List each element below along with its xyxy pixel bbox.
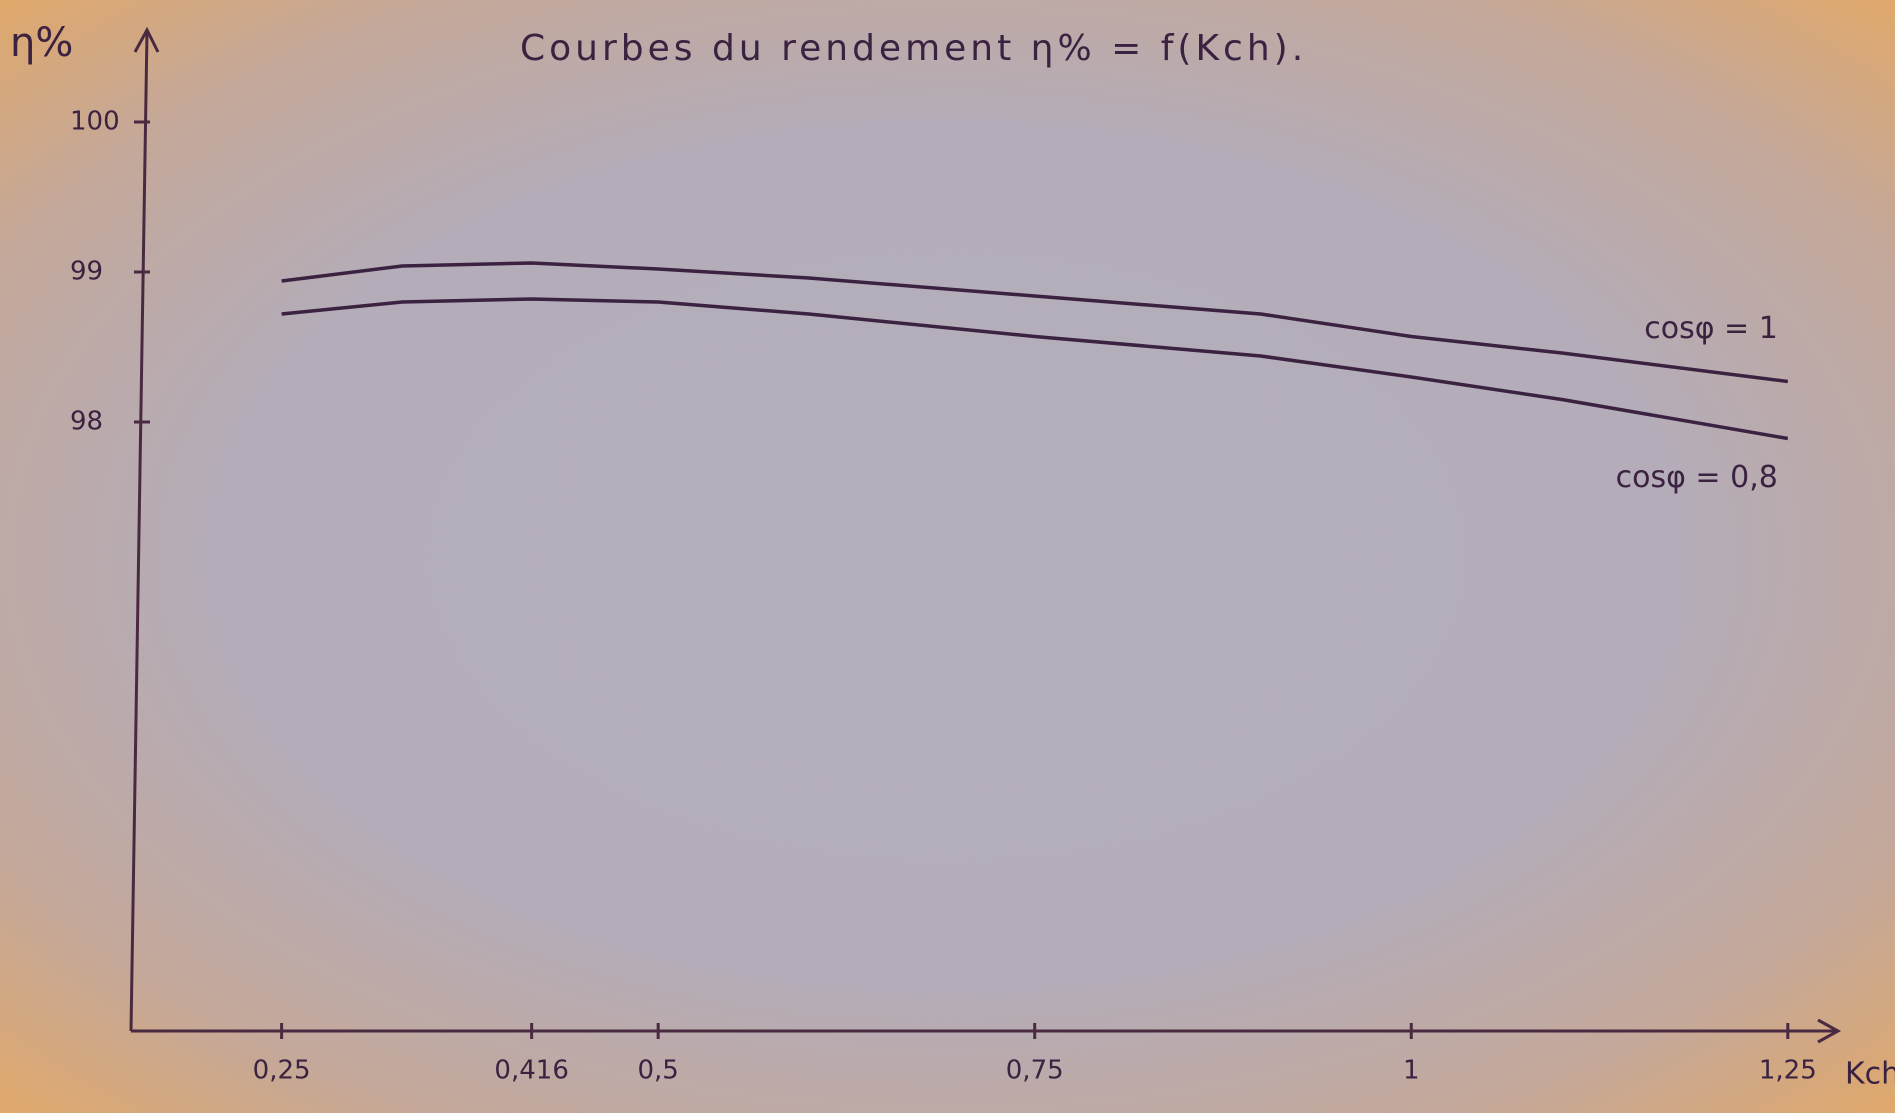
chart: Courbes du rendement η% = f(Kch). η% Kch… bbox=[0, 0, 1895, 1113]
x-tick-label: 0,25 bbox=[253, 1056, 311, 1086]
x-axis-label: Kch bbox=[1845, 1057, 1895, 1092]
page: Courbes du rendement η% = f(Kch). η% Kch… bbox=[0, 0, 1895, 1113]
x-tick-label: 1,25 bbox=[1759, 1056, 1817, 1086]
y-tick-label: 99 bbox=[70, 257, 103, 287]
legend-label: cosφ = 1 bbox=[1644, 311, 1778, 346]
y-tick-label: 98 bbox=[70, 407, 103, 437]
chart-title: Courbes du rendement η% = f(Kch). bbox=[520, 28, 1307, 69]
y-axis bbox=[131, 32, 147, 1031]
y-axis-label: η% bbox=[10, 20, 73, 66]
y-tick-label: 100 bbox=[70, 107, 120, 137]
x-tick-label: 1 bbox=[1403, 1056, 1420, 1086]
series-line bbox=[282, 263, 1788, 382]
legend-label: cosφ = 0,8 bbox=[1616, 460, 1778, 495]
x-tick-label: 0,75 bbox=[1006, 1056, 1064, 1086]
x-tick-label: 0,416 bbox=[494, 1056, 568, 1086]
series-line bbox=[282, 299, 1788, 439]
x-tick-label: 0,5 bbox=[637, 1056, 678, 1086]
